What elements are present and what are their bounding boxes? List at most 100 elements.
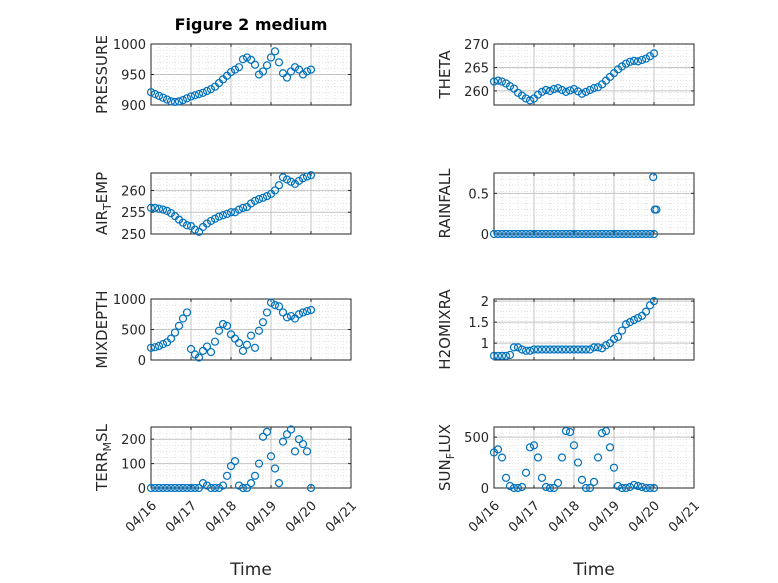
data-point (621, 229, 631, 239)
data-point (250, 343, 260, 352)
data-point (178, 96, 188, 105)
data-point (597, 429, 607, 438)
data-point (589, 229, 599, 239)
data-point (206, 347, 216, 357)
data-point (294, 435, 304, 444)
data-point (641, 54, 651, 63)
data-point (577, 229, 587, 239)
data-point (557, 85, 567, 95)
data-point (517, 229, 527, 239)
data-point (549, 229, 559, 239)
data-point (246, 331, 256, 340)
data-point (565, 427, 575, 437)
data-point (581, 229, 591, 239)
data-point (557, 345, 567, 354)
data-point (206, 85, 216, 94)
data-point (178, 314, 188, 323)
data-point (561, 345, 571, 354)
y-tick-label: 265 (464, 61, 489, 76)
data-point (553, 478, 563, 488)
data-point (509, 229, 519, 239)
data-point (553, 84, 563, 93)
data-point (541, 229, 551, 239)
series-h2omixra (489, 297, 659, 360)
data-point (493, 76, 503, 85)
data-point (198, 88, 208, 97)
data-point (242, 53, 252, 62)
data-point (569, 441, 579, 450)
panel-air-temp: 250 255 260 AIRTEMP (93, 171, 352, 243)
y-tick-label: 255 (121, 206, 146, 221)
data-point (509, 483, 519, 493)
data-point (585, 85, 595, 95)
data-point (206, 483, 216, 493)
data-point (162, 483, 172, 493)
y-tick-label: 0.5 (468, 187, 489, 202)
data-point (158, 93, 168, 102)
data-point (553, 345, 563, 354)
data-point (513, 343, 523, 352)
data-point (605, 443, 615, 452)
data-point (306, 171, 316, 180)
data-point (641, 307, 651, 316)
data-point (186, 92, 196, 101)
y-tick-label: 250 (121, 228, 146, 243)
data-point (513, 229, 523, 239)
data-point (609, 229, 619, 239)
data-point (290, 447, 300, 456)
axes-box (150, 172, 352, 235)
data-point (621, 320, 631, 329)
data-point (625, 482, 635, 492)
data-point (278, 437, 288, 446)
data-point (234, 338, 244, 348)
data-point (294, 310, 304, 319)
data-point (230, 457, 240, 466)
x-axis-label-right: Time (572, 560, 615, 580)
data-point (609, 334, 619, 344)
data-point (158, 340, 168, 349)
data-point (262, 427, 272, 436)
series-pressure (146, 47, 316, 107)
data-point (601, 426, 611, 436)
data-point (537, 87, 547, 96)
data-point (194, 353, 204, 362)
data-point (298, 174, 308, 183)
data-point (549, 483, 559, 493)
y-tick-label: 1000 (113, 38, 146, 53)
data-point (302, 447, 312, 456)
data-point (537, 229, 547, 239)
data-point (541, 345, 551, 354)
data-point (553, 229, 563, 239)
data-point (218, 319, 228, 329)
data-point (601, 341, 611, 350)
data-point (302, 67, 312, 76)
y-axis-label: PRESSURE (93, 35, 111, 114)
data-point (294, 65, 304, 74)
data-point (545, 229, 555, 239)
data-point (162, 206, 172, 216)
series-air-temp (146, 171, 316, 236)
data-point (270, 464, 280, 473)
data-point (178, 483, 188, 493)
data-point (557, 229, 567, 239)
y-axis-label: H2OMIXRA (436, 289, 454, 370)
data-point (166, 97, 176, 106)
y-tick-label: 270 (464, 38, 489, 53)
data-point (629, 56, 639, 65)
data-point (541, 482, 551, 492)
data-point (146, 88, 156, 97)
data-point (525, 443, 535, 452)
data-point (577, 345, 587, 354)
data-point (597, 229, 607, 239)
data-point (162, 95, 172, 104)
data-point (649, 483, 659, 493)
data-point (210, 214, 220, 223)
y-tick-label: 0 (138, 482, 146, 497)
data-point (170, 483, 180, 493)
data-point (282, 175, 292, 184)
data-point (617, 229, 627, 239)
data-point (274, 58, 284, 67)
data-point (521, 94, 531, 103)
data-point (501, 229, 511, 239)
